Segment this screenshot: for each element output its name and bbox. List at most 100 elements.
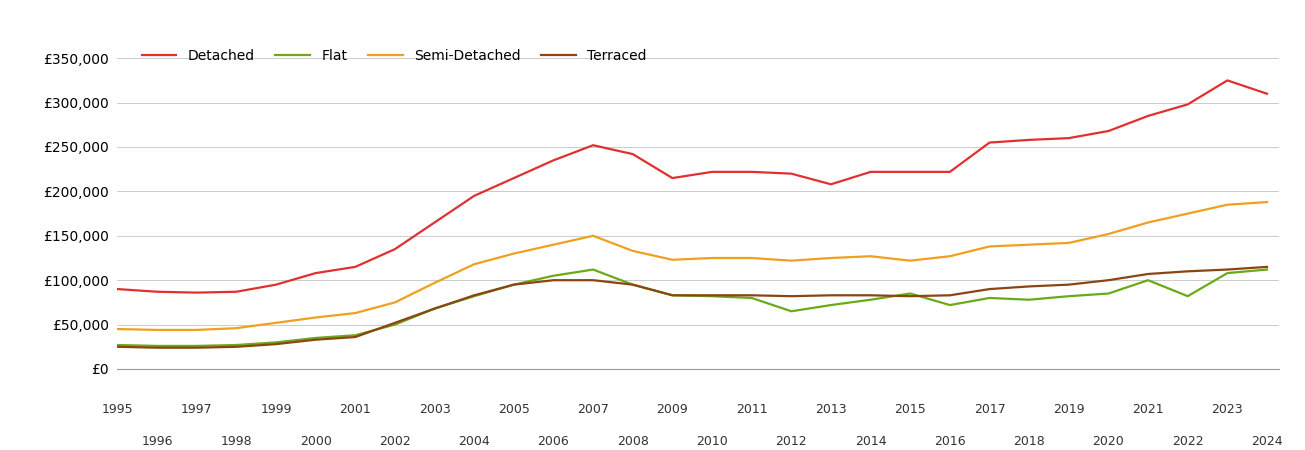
Flat — [823, 302, 839, 308]
Semi-Detached — [823, 255, 839, 261]
Terraced — [1259, 264, 1275, 270]
Semi-Detached — [903, 258, 919, 263]
Text: 2004: 2004 — [458, 435, 491, 448]
Terraced — [388, 320, 403, 325]
Detached — [506, 176, 522, 181]
Text: 1996: 1996 — [141, 435, 172, 448]
Terraced — [705, 292, 720, 298]
Detached — [705, 169, 720, 175]
Terraced — [783, 293, 799, 299]
Text: 2022: 2022 — [1172, 435, 1203, 448]
Semi-Detached — [1100, 231, 1116, 237]
Flat — [427, 306, 442, 311]
Semi-Detached — [863, 253, 878, 259]
Line: Terraced: Terraced — [117, 267, 1267, 348]
Detached — [1141, 113, 1156, 119]
Flat — [269, 340, 284, 345]
Terraced — [110, 344, 125, 350]
Terraced — [1061, 282, 1077, 288]
Detached — [1100, 128, 1116, 134]
Flat — [664, 292, 680, 298]
Flat — [1180, 293, 1195, 299]
Flat — [942, 302, 958, 308]
Detached — [466, 193, 482, 198]
Detached — [783, 171, 799, 176]
Flat — [189, 343, 205, 349]
Text: 2007: 2007 — [577, 403, 609, 416]
Detached — [427, 220, 442, 225]
Flat — [149, 343, 164, 349]
Text: 2012: 2012 — [775, 435, 806, 448]
Detached — [308, 270, 324, 276]
Line: Semi-Detached: Semi-Detached — [117, 202, 1267, 330]
Text: 2002: 2002 — [378, 435, 411, 448]
Text: 2015: 2015 — [894, 403, 927, 416]
Detached — [625, 151, 641, 157]
Flat — [388, 322, 403, 327]
Flat — [1259, 267, 1275, 272]
Text: 2021: 2021 — [1133, 403, 1164, 416]
Line: Detached: Detached — [117, 81, 1267, 292]
Flat — [705, 293, 720, 299]
Detached — [863, 169, 878, 175]
Text: 1999: 1999 — [260, 403, 292, 416]
Text: 2005: 2005 — [499, 403, 530, 416]
Detached — [903, 169, 919, 175]
Terraced — [308, 337, 324, 342]
Detached — [823, 182, 839, 187]
Terraced — [189, 345, 205, 351]
Flat — [783, 309, 799, 314]
Detached — [1061, 135, 1077, 141]
Detached — [586, 143, 602, 148]
Terraced — [981, 286, 997, 292]
Flat — [1061, 293, 1077, 299]
Detached — [1220, 78, 1236, 83]
Terraced — [823, 292, 839, 298]
Flat — [625, 282, 641, 288]
Text: 2008: 2008 — [617, 435, 649, 448]
Flat — [110, 342, 125, 348]
Terraced — [863, 292, 878, 298]
Terraced — [545, 278, 561, 283]
Flat — [903, 291, 919, 296]
Flat — [744, 295, 760, 301]
Semi-Detached — [705, 255, 720, 261]
Terraced — [1100, 278, 1116, 283]
Semi-Detached — [388, 300, 403, 305]
Detached — [942, 169, 958, 175]
Semi-Detached — [506, 251, 522, 256]
Detached — [1022, 137, 1037, 143]
Text: 2000: 2000 — [300, 435, 331, 448]
Terraced — [228, 344, 244, 350]
Text: 2023: 2023 — [1211, 403, 1244, 416]
Detached — [347, 264, 363, 270]
Flat — [586, 267, 602, 272]
Semi-Detached — [110, 326, 125, 332]
Flat — [545, 273, 561, 279]
Detached — [664, 176, 680, 181]
Flat — [347, 333, 363, 338]
Semi-Detached — [228, 325, 244, 331]
Terraced — [269, 342, 284, 347]
Text: 1997: 1997 — [181, 403, 213, 416]
Detached — [189, 290, 205, 295]
Semi-Detached — [1141, 220, 1156, 225]
Semi-Detached — [1220, 202, 1236, 207]
Detached — [269, 282, 284, 288]
Detached — [228, 289, 244, 294]
Terraced — [1141, 271, 1156, 277]
Semi-Detached — [1022, 242, 1037, 248]
Flat — [981, 295, 997, 301]
Detached — [981, 140, 997, 145]
Text: 2013: 2013 — [816, 403, 847, 416]
Semi-Detached — [981, 244, 997, 249]
Detached — [545, 158, 561, 163]
Flat — [1100, 291, 1116, 296]
Text: 2017: 2017 — [974, 403, 1005, 416]
Detached — [149, 289, 164, 294]
Terraced — [466, 292, 482, 298]
Semi-Detached — [466, 261, 482, 267]
Text: 2016: 2016 — [934, 435, 966, 448]
Text: 2020: 2020 — [1092, 435, 1125, 448]
Semi-Detached — [1061, 240, 1077, 246]
